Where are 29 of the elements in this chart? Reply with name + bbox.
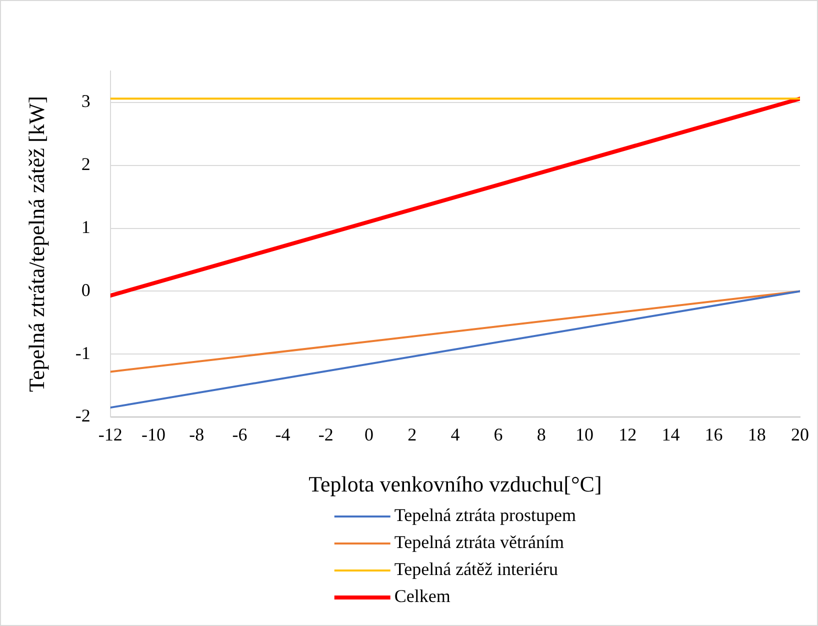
y-tick-label: 2 <box>81 154 90 174</box>
x-tick-label: 10 <box>576 424 594 445</box>
x-tick-label: -8 <box>189 424 204 445</box>
x-tick-label: 8 <box>536 424 546 445</box>
y-tick-label: -2 <box>75 406 90 426</box>
legend-label: Tepelná ztráta prostupem <box>394 505 576 526</box>
x-tick-label: 20 <box>791 424 809 445</box>
x-tick-label: -10 <box>141 424 166 445</box>
x-tick-label: -6 <box>232 424 248 445</box>
x-tick-label: 4 <box>450 424 460 445</box>
x-axis-title: Teplota venkovního vzduchu[°C] <box>308 472 602 497</box>
x-tick-label: 16 <box>704 424 723 445</box>
y-axis-title: Tepelná ztráta/tepelná zátěž [kW] <box>24 96 49 392</box>
y-tick-label: 0 <box>81 280 90 300</box>
x-tick-label: 0 <box>364 424 374 445</box>
x-tick-label: -2 <box>318 424 334 445</box>
y-tick-label: -1 <box>75 342 90 363</box>
x-tick-label: 14 <box>662 424 680 445</box>
x-tick-label: 12 <box>618 424 637 445</box>
x-tick-label: 2 <box>408 424 417 445</box>
legend-label: Tepelná zátěž interiéru <box>394 559 558 580</box>
x-tick-label: -12 <box>98 424 122 445</box>
y-tick-label: 3 <box>81 91 90 112</box>
legend-label: Celkem <box>394 586 450 606</box>
x-tick-label: 18 <box>748 424 766 445</box>
y-tick-label: 1 <box>81 217 90 238</box>
x-tick-label: 6 <box>494 424 503 445</box>
x-tick-label: -4 <box>275 424 290 445</box>
legend-label: Tepelná ztráta větráním <box>394 532 564 552</box>
